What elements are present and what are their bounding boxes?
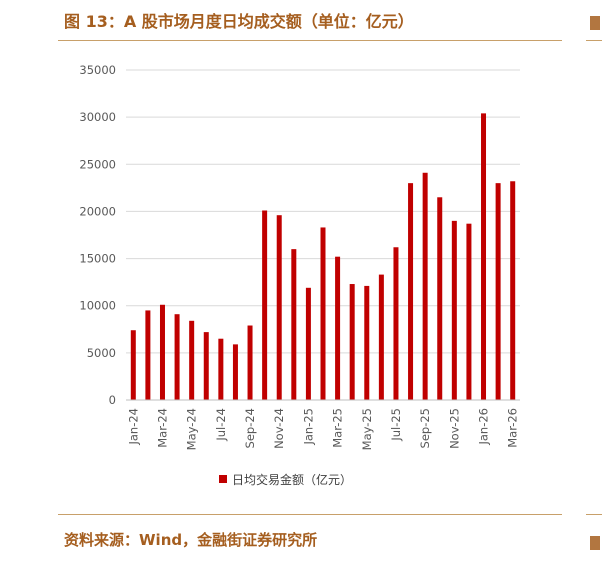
bar-apr-24 bbox=[174, 314, 180, 400]
title-rule bbox=[58, 40, 562, 41]
adjacent-panel-fragment bbox=[590, 16, 600, 30]
bar-mar-25 bbox=[335, 256, 341, 400]
legend-swatch bbox=[219, 475, 227, 483]
bar-sep-25 bbox=[422, 172, 428, 400]
bar-feb-24 bbox=[145, 310, 151, 400]
bar-jan-24 bbox=[130, 330, 136, 400]
x-tick-label: Mar-25 bbox=[331, 408, 345, 448]
source-note: 资料来源：Wind，金融街证券研究所 bbox=[64, 531, 318, 549]
x-tick-label: Jul-25 bbox=[389, 408, 403, 442]
adjacent-panel-rule-bottom bbox=[586, 514, 602, 515]
bar-mar-24 bbox=[159, 304, 165, 400]
y-tick-label: 25000 bbox=[79, 157, 116, 171]
bar-jan-25 bbox=[305, 287, 311, 400]
y-tick-label: 0 bbox=[109, 393, 116, 407]
x-tick-label: Nov-25 bbox=[447, 408, 461, 449]
source-rule bbox=[58, 514, 562, 515]
y-axis-ticks: 0 5000 10000 15000 20000 25000 30000 35000 bbox=[79, 63, 116, 407]
y-tick-label: 35000 bbox=[79, 63, 116, 77]
x-tick-label: Mar-26 bbox=[506, 408, 520, 448]
bar-may-24 bbox=[189, 320, 195, 400]
x-tick-label: Jan-25 bbox=[301, 408, 315, 446]
bar-oct-25 bbox=[437, 197, 443, 400]
bar-mar-26 bbox=[510, 181, 516, 400]
x-tick-label: Jul-24 bbox=[214, 408, 228, 442]
x-tick-label: May-24 bbox=[185, 408, 199, 450]
bar-apr-25 bbox=[349, 284, 355, 400]
bar-jan-26 bbox=[481, 113, 487, 400]
x-tick-label: Jan-26 bbox=[477, 408, 491, 446]
chart-title: 图 13：A 股市场月度日均成交额（单位：亿元） bbox=[64, 12, 414, 31]
bar-feb-26 bbox=[495, 183, 501, 400]
bar-dec-25 bbox=[466, 223, 472, 400]
y-tick-label: 20000 bbox=[79, 204, 116, 218]
x-tick-label: Nov-24 bbox=[272, 408, 286, 449]
legend: 日均交易金额（亿元） bbox=[219, 472, 352, 487]
bar-aug-25 bbox=[408, 183, 414, 400]
bar-jun-24 bbox=[203, 332, 209, 400]
adjacent-panel-fragment bbox=[590, 536, 600, 550]
x-axis-ticks: Jan-24 Mar-24 May-24 Jul-24 Sep-24 Nov-24 Jan-… bbox=[126, 408, 519, 450]
bar-chart: 0 5000 10000 15000 20000 25000 30000 35000 Jan-… bbox=[79, 63, 520, 487]
legend-label: 日均交易金额（亿元） bbox=[232, 472, 352, 487]
y-tick-label: 5000 bbox=[87, 346, 116, 360]
x-tick-label: Jan-24 bbox=[126, 408, 140, 446]
bar-may-25 bbox=[364, 285, 370, 400]
bar-nov-24 bbox=[276, 215, 282, 400]
y-tick-label: 10000 bbox=[79, 299, 116, 313]
y-tick-label: 15000 bbox=[79, 252, 116, 266]
bar-jul-25 bbox=[393, 247, 399, 400]
adjacent-panel-rule-top bbox=[586, 40, 602, 41]
bar-jul-24 bbox=[218, 338, 224, 400]
bar-oct-24 bbox=[262, 210, 268, 400]
bars bbox=[130, 113, 516, 400]
bar-nov-25 bbox=[451, 220, 457, 400]
bar-dec-24 bbox=[291, 249, 297, 400]
bar-jun-25 bbox=[378, 274, 384, 400]
bar-aug-24 bbox=[232, 344, 238, 400]
bar-feb-25 bbox=[320, 227, 326, 400]
y-tick-label: 30000 bbox=[79, 110, 116, 124]
x-tick-label: May-25 bbox=[360, 408, 374, 450]
x-tick-label: Sep-24 bbox=[243, 408, 257, 448]
x-tick-label: Sep-25 bbox=[418, 408, 432, 448]
x-tick-label: Mar-24 bbox=[155, 408, 169, 448]
bar-sep-24 bbox=[247, 325, 253, 400]
